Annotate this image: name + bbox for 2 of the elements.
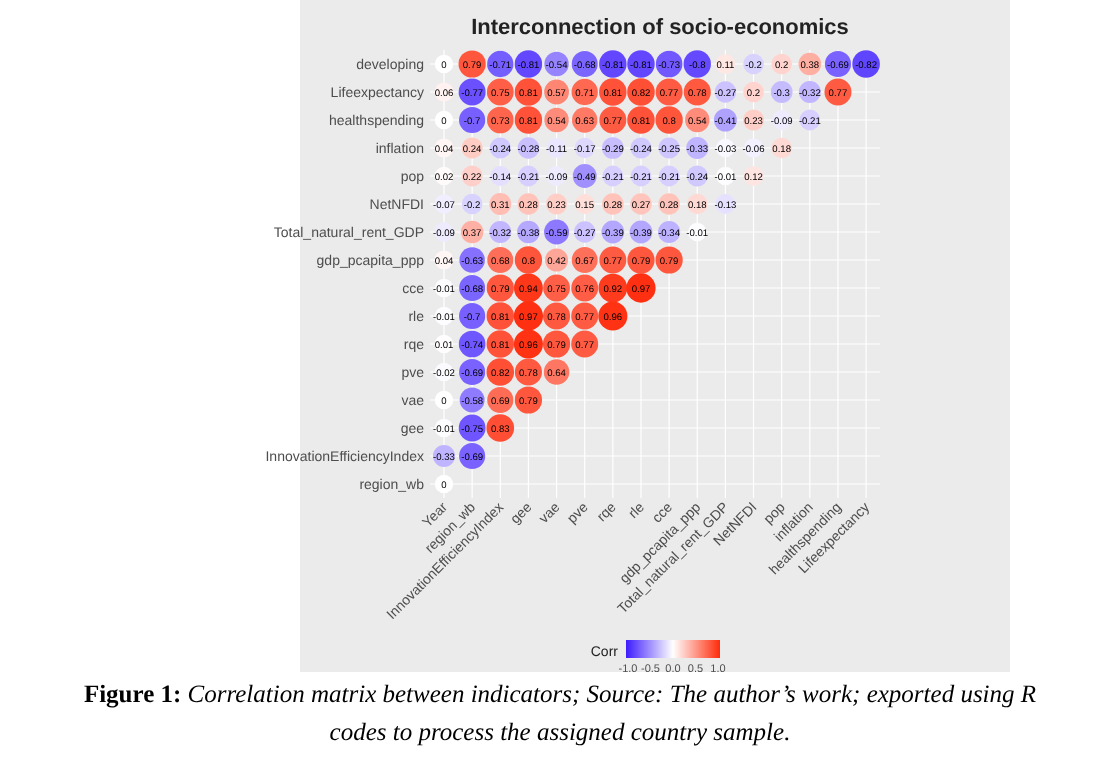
- caption: Figure 1: Correlation matrix between indicators; Source: The author’s work; exported using R codes to process the assigned country sample.: [83, 680, 1037, 746]
- chart-title: Interconnection of socio-economics: [471, 16, 849, 40]
